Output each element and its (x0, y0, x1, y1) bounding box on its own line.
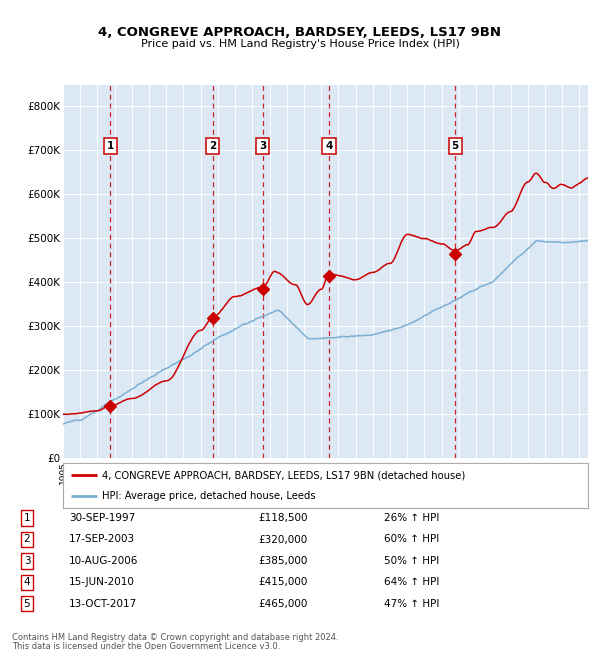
Text: 4, CONGREVE APPROACH, BARDSEY, LEEDS, LS17 9BN: 4, CONGREVE APPROACH, BARDSEY, LEEDS, LS… (98, 26, 502, 39)
Text: 4: 4 (23, 577, 31, 588)
Text: 2: 2 (209, 141, 217, 151)
Text: This data is licensed under the Open Government Licence v3.0.: This data is licensed under the Open Gov… (12, 642, 280, 650)
Text: 3: 3 (23, 556, 31, 566)
Text: Price paid vs. HM Land Registry's House Price Index (HPI): Price paid vs. HM Land Registry's House … (140, 39, 460, 49)
Text: 15-JUN-2010: 15-JUN-2010 (69, 577, 135, 588)
Text: HPI: Average price, detached house, Leeds: HPI: Average price, detached house, Leed… (103, 491, 316, 501)
Text: 30-SEP-1997: 30-SEP-1997 (69, 513, 135, 523)
Text: 2: 2 (23, 534, 31, 545)
Text: £118,500: £118,500 (258, 513, 308, 523)
Text: £465,000: £465,000 (258, 599, 307, 609)
Text: 5: 5 (23, 599, 31, 609)
Text: 4: 4 (325, 141, 332, 151)
Text: Contains HM Land Registry data © Crown copyright and database right 2024.: Contains HM Land Registry data © Crown c… (12, 633, 338, 642)
Text: 26% ↑ HPI: 26% ↑ HPI (384, 513, 439, 523)
Text: 60% ↑ HPI: 60% ↑ HPI (384, 534, 439, 545)
Text: 47% ↑ HPI: 47% ↑ HPI (384, 599, 439, 609)
Text: 64% ↑ HPI: 64% ↑ HPI (384, 577, 439, 588)
Text: 13-OCT-2017: 13-OCT-2017 (69, 599, 137, 609)
Text: 17-SEP-2003: 17-SEP-2003 (69, 534, 135, 545)
Text: 10-AUG-2006: 10-AUG-2006 (69, 556, 139, 566)
Text: 1: 1 (107, 141, 114, 151)
Text: £385,000: £385,000 (258, 556, 307, 566)
Text: £415,000: £415,000 (258, 577, 307, 588)
Text: 3: 3 (259, 141, 266, 151)
Text: 1: 1 (23, 513, 31, 523)
Text: 4, CONGREVE APPROACH, BARDSEY, LEEDS, LS17 9BN (detached house): 4, CONGREVE APPROACH, BARDSEY, LEEDS, LS… (103, 470, 466, 480)
Text: 5: 5 (451, 141, 459, 151)
Text: 50% ↑ HPI: 50% ↑ HPI (384, 556, 439, 566)
Text: £320,000: £320,000 (258, 534, 307, 545)
